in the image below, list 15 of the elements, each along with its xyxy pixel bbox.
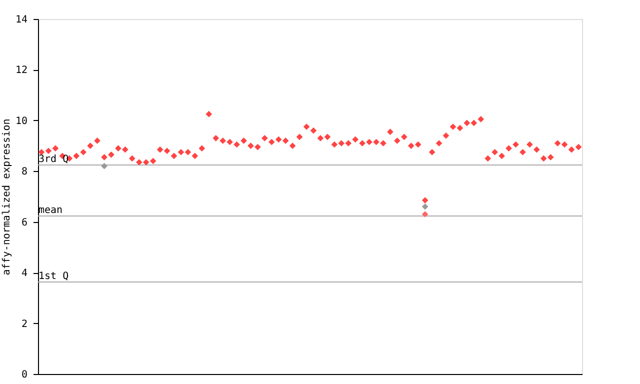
y-tick-label: 2 — [21, 318, 28, 330]
y-tick-label: 4 — [21, 268, 28, 280]
y-tick-label: 8 — [21, 166, 28, 178]
ref-line-label: mean — [38, 205, 63, 216]
ref-line-label: 1st Q — [38, 270, 69, 282]
y-axis-title: affy-normalized expression — [1, 118, 12, 276]
point — [422, 203, 428, 210]
point — [101, 162, 108, 170]
ref-line-label: 3rd Q — [38, 154, 69, 166]
y-tick-label: 12 — [15, 65, 28, 76]
y-tick-label: 6 — [21, 217, 28, 228]
point — [422, 211, 428, 218]
y-tick-label: 10 — [15, 116, 28, 127]
y-tick-label: 14 — [15, 14, 28, 26]
y-tick-label: 0 — [21, 370, 28, 380]
